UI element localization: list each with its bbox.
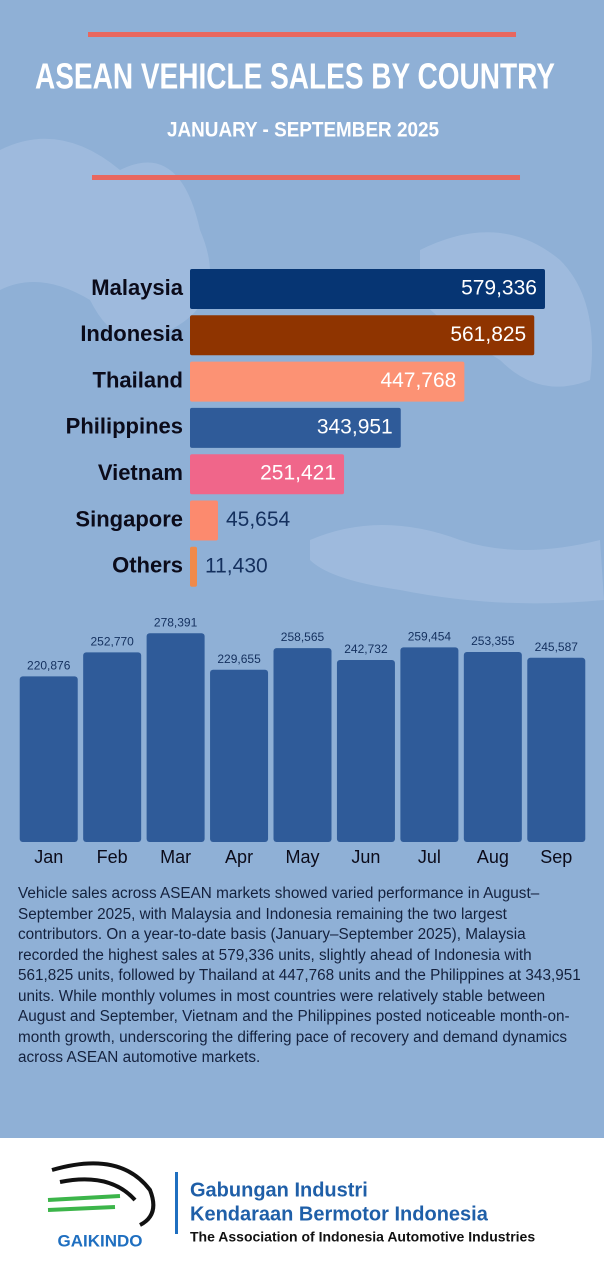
bar — [146, 633, 205, 842]
subtitle: JANUARY - SEPTEMBER 2025 — [167, 119, 439, 142]
divider — [175, 1172, 178, 1234]
bar — [190, 361, 465, 402]
value-label: 11,430 — [205, 554, 268, 577]
x-tick-label: Jan — [34, 847, 63, 867]
org-name: Gabungan Industri — [190, 1179, 368, 1201]
x-tick-label: Aug — [477, 847, 509, 867]
value-label: 278,391 — [154, 615, 198, 629]
bar — [273, 648, 332, 842]
title: ASEAN VEHICLE SALES BY COUNTRY — [35, 56, 555, 97]
rule — [92, 175, 520, 180]
value-label: 220,876 — [27, 659, 71, 673]
x-tick-label: Mar — [160, 847, 191, 867]
category-label: Indonesia — [80, 321, 183, 346]
value-label: 252,770 — [90, 635, 134, 649]
bar — [83, 652, 142, 842]
x-tick-label: Jul — [418, 847, 441, 867]
bar — [190, 454, 345, 495]
category-label: Thailand — [93, 367, 183, 392]
value-label: 251,421 — [260, 462, 336, 485]
bar — [463, 651, 522, 842]
bar — [190, 546, 198, 587]
x-tick-label: Apr — [225, 847, 253, 867]
category-label: Others — [112, 553, 183, 578]
x-tick-label: Jun — [351, 847, 380, 867]
category-label: Philippines — [66, 414, 183, 439]
value-label: 253,355 — [471, 634, 515, 648]
value-label: 242,732 — [344, 642, 388, 656]
x-tick-label: Sep — [540, 847, 572, 867]
value-label: 258,565 — [281, 630, 325, 644]
bar — [19, 676, 78, 842]
value-label: 45,654 — [226, 508, 291, 531]
logo-text: GAIKINDO — [58, 1231, 143, 1250]
summary-text: Vehicle sales across ASEAN markets showe… — [18, 885, 581, 1066]
value-label: 447,768 — [380, 369, 456, 392]
tagline: The Association of Indonesia Automotive … — [190, 1229, 535, 1245]
org-name: Kendaraan Bermotor Indonesia — [190, 1203, 489, 1225]
category-label: Singapore — [75, 506, 183, 531]
value-label: 579,336 — [461, 277, 537, 300]
bar — [527, 657, 586, 842]
category-label: Malaysia — [91, 275, 183, 300]
bar — [190, 407, 401, 448]
bar — [190, 269, 545, 309]
bar — [336, 659, 395, 842]
bar — [190, 500, 218, 541]
bar — [400, 647, 459, 842]
logo-swoosh — [47, 1161, 156, 1227]
value-label: 561,825 — [450, 323, 526, 346]
bar — [190, 315, 535, 356]
x-tick-label: May — [285, 847, 319, 867]
rule — [88, 32, 516, 37]
x-tick-label: Feb — [97, 847, 128, 867]
category-label: Vietnam — [98, 460, 183, 485]
bar — [210, 669, 269, 842]
value-label: 245,587 — [535, 640, 579, 654]
value-label: 259,454 — [408, 630, 452, 644]
value-label: 229,655 — [217, 652, 261, 666]
value-label: 343,951 — [317, 415, 393, 438]
